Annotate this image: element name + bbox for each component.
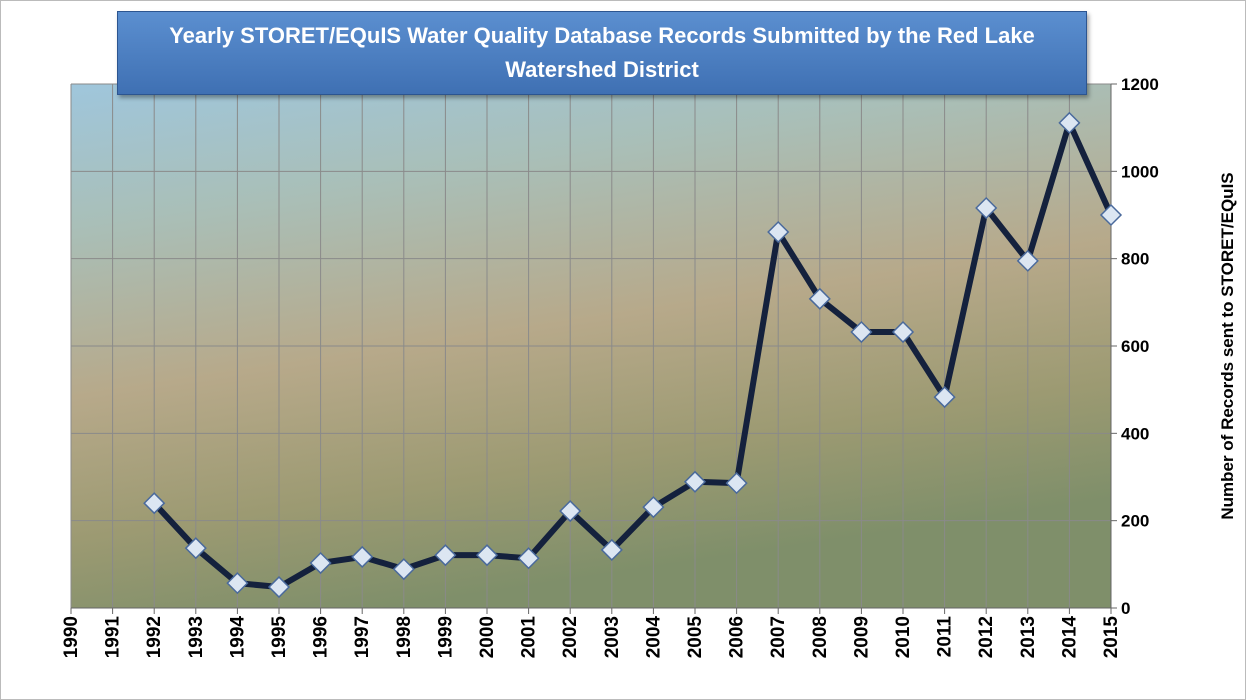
x-tick-label: 2006 [727,616,748,658]
x-tick-label: 1995 [269,616,290,659]
y-tick-label: 200 [1121,512,1149,531]
x-tick-label: 2005 [685,616,706,659]
x-tick-label: 2007 [768,616,789,658]
x-tick-label: 2013 [1018,616,1039,658]
x-tick-label: 2015 [1101,616,1122,659]
y-tick-label: 0 [1121,599,1130,618]
x-tick-label: 1994 [227,616,248,659]
x-tick-label: 2014 [1059,616,1080,659]
chart-container: Number of Records sent to STORET/EQuIS 0… [0,0,1246,700]
y-tick-label: 1200 [1121,75,1159,94]
x-tick-label: 2008 [810,616,831,658]
chart: Number of Records sent to STORET/EQuIS 0… [1,1,1246,700]
x-tick-label: 1992 [144,616,165,658]
x-tick-label: 2011 [935,616,956,658]
y-tick-label: 1000 [1121,162,1159,181]
x-tick-label: 2001 [519,616,540,659]
x-tick-label: 1999 [435,616,456,658]
x-tick-label: 2002 [560,616,581,658]
x-tick-label: 1990 [61,616,82,658]
y-tick-label: 400 [1121,424,1149,443]
x-tick-label: 2003 [602,616,623,658]
x-tick-label: 2004 [643,616,664,659]
x-tick-label: 1998 [394,616,415,658]
y-axis-label: Number of Records sent to STORET/EQuIS [1218,172,1237,519]
x-tick-label: 1991 [103,616,124,659]
chart-title: Yearly STORET/EQuIS Water Quality Databa… [117,11,1087,95]
y-tick-label: 800 [1121,250,1149,269]
x-tick-label: 2000 [477,616,498,658]
x-tick-label: 1997 [352,616,373,658]
x-tick-label: 1996 [311,616,332,658]
x-tick-label: 1993 [186,616,207,658]
x-tick-label: 2010 [893,616,914,658]
x-tick-label: 2009 [851,616,872,658]
x-tick-label: 2012 [976,616,997,658]
y-tick-label: 600 [1121,337,1149,356]
